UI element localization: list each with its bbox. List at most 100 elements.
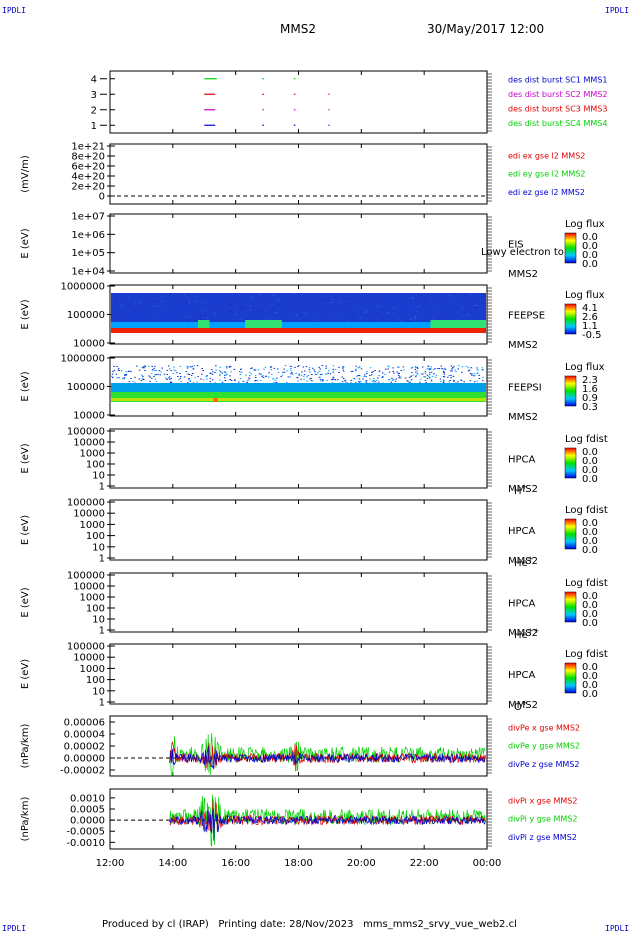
spectro-pixel [408, 381, 410, 383]
spectro-pixel [327, 370, 330, 372]
spectro-pixel [154, 378, 157, 380]
spectro-pixel [461, 371, 463, 373]
spectro-pixel [202, 370, 204, 372]
spectro-pixel [458, 365, 460, 367]
spectro-pixel [397, 374, 400, 376]
spectro-pixel [289, 369, 292, 371]
spectro-pixel [369, 374, 371, 376]
legend-entry: des dist burst SC3 MMS3 [508, 104, 607, 113]
spectro-pixel [452, 367, 454, 369]
spectro-pixel [170, 370, 172, 372]
colorbar-tick-label: 0.0 [582, 456, 598, 467]
colorbar-tick-label: 4.1 [582, 303, 598, 314]
spectro-pixel [178, 379, 180, 381]
spectro-pixel [325, 368, 327, 370]
colorbar-tick-label: 0.0 [582, 241, 598, 252]
spectro-pixel [148, 375, 150, 377]
spectro-pixel [138, 378, 141, 380]
spectro-pixel [209, 381, 212, 383]
spectro-pixel [229, 366, 232, 368]
spectro-pixel [314, 371, 316, 373]
spectro-pixel [215, 369, 217, 371]
spectro-pixel [224, 380, 227, 382]
spectro-pixel [373, 377, 375, 379]
spectro-pixel [253, 369, 256, 371]
spectro-pixel [346, 315, 349, 317]
spectro-pixel [153, 367, 155, 369]
spectro-pixel [209, 377, 212, 379]
spectro-pixel [183, 376, 186, 378]
spectro-pixel [113, 369, 116, 371]
spectro-pixel [306, 376, 308, 378]
spectro-pixel [392, 370, 394, 372]
spectro-pixel [420, 373, 423, 375]
spectro-pixel [409, 381, 411, 383]
spectro-pixel [112, 371, 114, 373]
spectro-pixel [448, 375, 451, 377]
spectro-pixel [396, 371, 398, 373]
spectro-pixel [432, 317, 435, 319]
spectro-pixel [451, 370, 453, 372]
y-tick-label: 1 [99, 554, 105, 565]
spectro-pixel [245, 374, 247, 376]
spectro-pixel [428, 376, 431, 378]
spectro-pixel [354, 369, 357, 371]
spectro-pixel [441, 368, 443, 370]
spectro-pixel [272, 294, 275, 296]
spectro-pixel [437, 367, 439, 369]
spectro-pixel [123, 378, 126, 380]
spectro-pixel [202, 379, 205, 381]
spectro-pixel [442, 375, 445, 377]
y-axis-label: E (eV) [20, 515, 31, 545]
spectro-pixel [467, 314, 470, 316]
spectro-pixel [187, 373, 189, 375]
spectro-pixel [130, 304, 133, 306]
spectro-pixel [246, 380, 248, 382]
spectro-pixel [443, 372, 445, 374]
spectro-pixel [448, 295, 451, 297]
spectro-pixel [373, 379, 375, 381]
spectro-pixel [412, 366, 414, 368]
spectro-pixel [150, 373, 153, 375]
colorbar-tick-label: 0.0 [582, 447, 598, 458]
legend-entry: des dist burst SC1 MMS1 [508, 76, 607, 85]
legend-entry: edi ex gse l2 MMS2 [508, 152, 585, 161]
spectro-pixel [378, 370, 381, 372]
spectro-pixel [115, 373, 118, 375]
spectro-pixel [143, 304, 146, 306]
spectro-pixel [432, 368, 435, 370]
spectro-pixel [173, 369, 175, 371]
panel-frame [109, 70, 488, 134]
spectro-pixel [265, 375, 268, 377]
spectro-pixel [375, 320, 378, 322]
spectro-pixel [415, 376, 417, 378]
spectro-pixel [377, 312, 380, 314]
spectro-pixel [174, 296, 177, 298]
y-tick-label: 10000 [73, 438, 105, 449]
spectro-pixel [289, 365, 292, 367]
spectro-pixel [392, 378, 395, 380]
spectro-pixel [124, 298, 127, 300]
spectro-pixel [273, 378, 275, 380]
spectro-pixel [298, 365, 300, 367]
y-tick-label: 1 [99, 698, 105, 709]
spectro-pixel [117, 369, 120, 371]
spectro-pixel [226, 373, 228, 375]
spectro-pixel [139, 303, 142, 305]
spectro-pixel [153, 317, 156, 319]
spectro-pixel [451, 367, 453, 369]
spectro-pixel [414, 367, 417, 369]
spectro-pixel [415, 374, 417, 376]
spectro-pixel [433, 373, 435, 375]
spectro-pixel [477, 372, 479, 374]
colorbar-tick-label: 0.0 [582, 600, 598, 611]
spectro-pixel [229, 375, 231, 377]
spectro-pixel [283, 368, 285, 370]
spectro-pixel [298, 373, 300, 375]
spectro-pixel [151, 377, 153, 379]
spectro-pixel [187, 382, 189, 384]
spectro-pixel [159, 374, 162, 376]
spectro-pixel [300, 309, 303, 311]
